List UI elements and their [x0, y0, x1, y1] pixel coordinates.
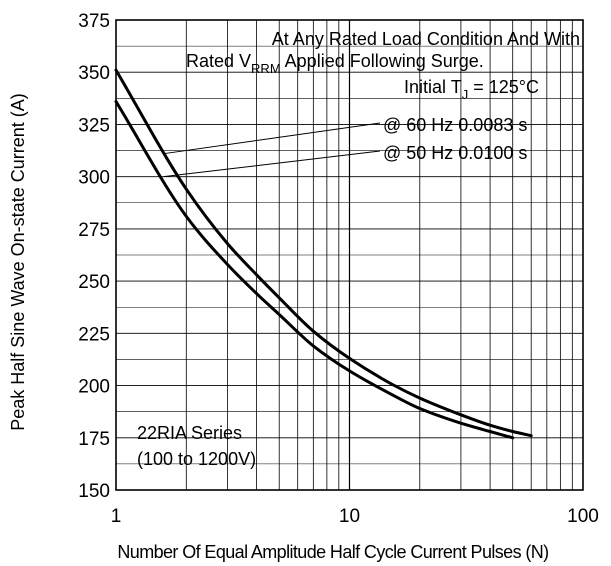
- series-name-note: 22RIA Series: [137, 423, 242, 443]
- legend-60hz: @ 60 Hz 0.0083 s: [383, 115, 527, 135]
- x-axis-title: Number Of Equal Amplitude Half Cycle Cur…: [117, 542, 548, 562]
- x-tick-label: 10: [339, 506, 360, 527]
- y-tick-label: 300: [78, 168, 110, 189]
- y-tick-label: 175: [78, 429, 110, 450]
- initial-tj-note: Initial TJ = 125°C: [404, 77, 539, 102]
- plot-frame: [115, 19, 584, 491]
- grid: [116, 20, 583, 490]
- y-tick-label: 275: [78, 220, 110, 241]
- y-tick-label: 225: [78, 324, 110, 345]
- curves: [114, 68, 533, 440]
- y-tick-label: 325: [78, 115, 110, 136]
- applied-following-label: Applied Following Surge.: [281, 51, 484, 71]
- initial-t-label: Initial T: [404, 77, 462, 97]
- voltage-range-note: (100 to 1200V): [137, 449, 256, 469]
- x-tick-label: 100: [567, 506, 599, 527]
- y-tick-label: 250: [78, 272, 110, 293]
- rrm-subscript: RRM: [251, 61, 281, 76]
- y-axis-title: Peak Half Sine Wave On-state Current (A): [8, 93, 28, 430]
- y-tick-label: 375: [78, 11, 110, 32]
- y-tick-label: 150: [78, 481, 110, 502]
- curve-60hz: [114, 68, 533, 438]
- callout-line-60hz: [163, 122, 381, 155]
- condition-note-line2: Rated VRRM Applied Following Surge.: [186, 51, 484, 76]
- callouts: [163, 122, 381, 178]
- x-tick-label: 1: [111, 506, 122, 527]
- legend-50hz: @ 50 Hz 0.0100 s: [383, 143, 527, 163]
- temperature-label: = 125°C: [468, 77, 539, 97]
- j-subscript: J: [462, 87, 469, 102]
- condition-note-line1: At Any Rated Load Condition And With: [272, 29, 580, 49]
- curve-50hz: [114, 100, 515, 440]
- tick-labels: 150 175 200 225 250 275 300 325 350 375 1 10 100: [78, 11, 599, 527]
- rated-v-label: Rated V: [186, 51, 251, 71]
- callout-line-50hz: [163, 150, 381, 178]
- y-tick-label: 350: [78, 63, 110, 84]
- y-tick-label: 200: [78, 377, 110, 398]
